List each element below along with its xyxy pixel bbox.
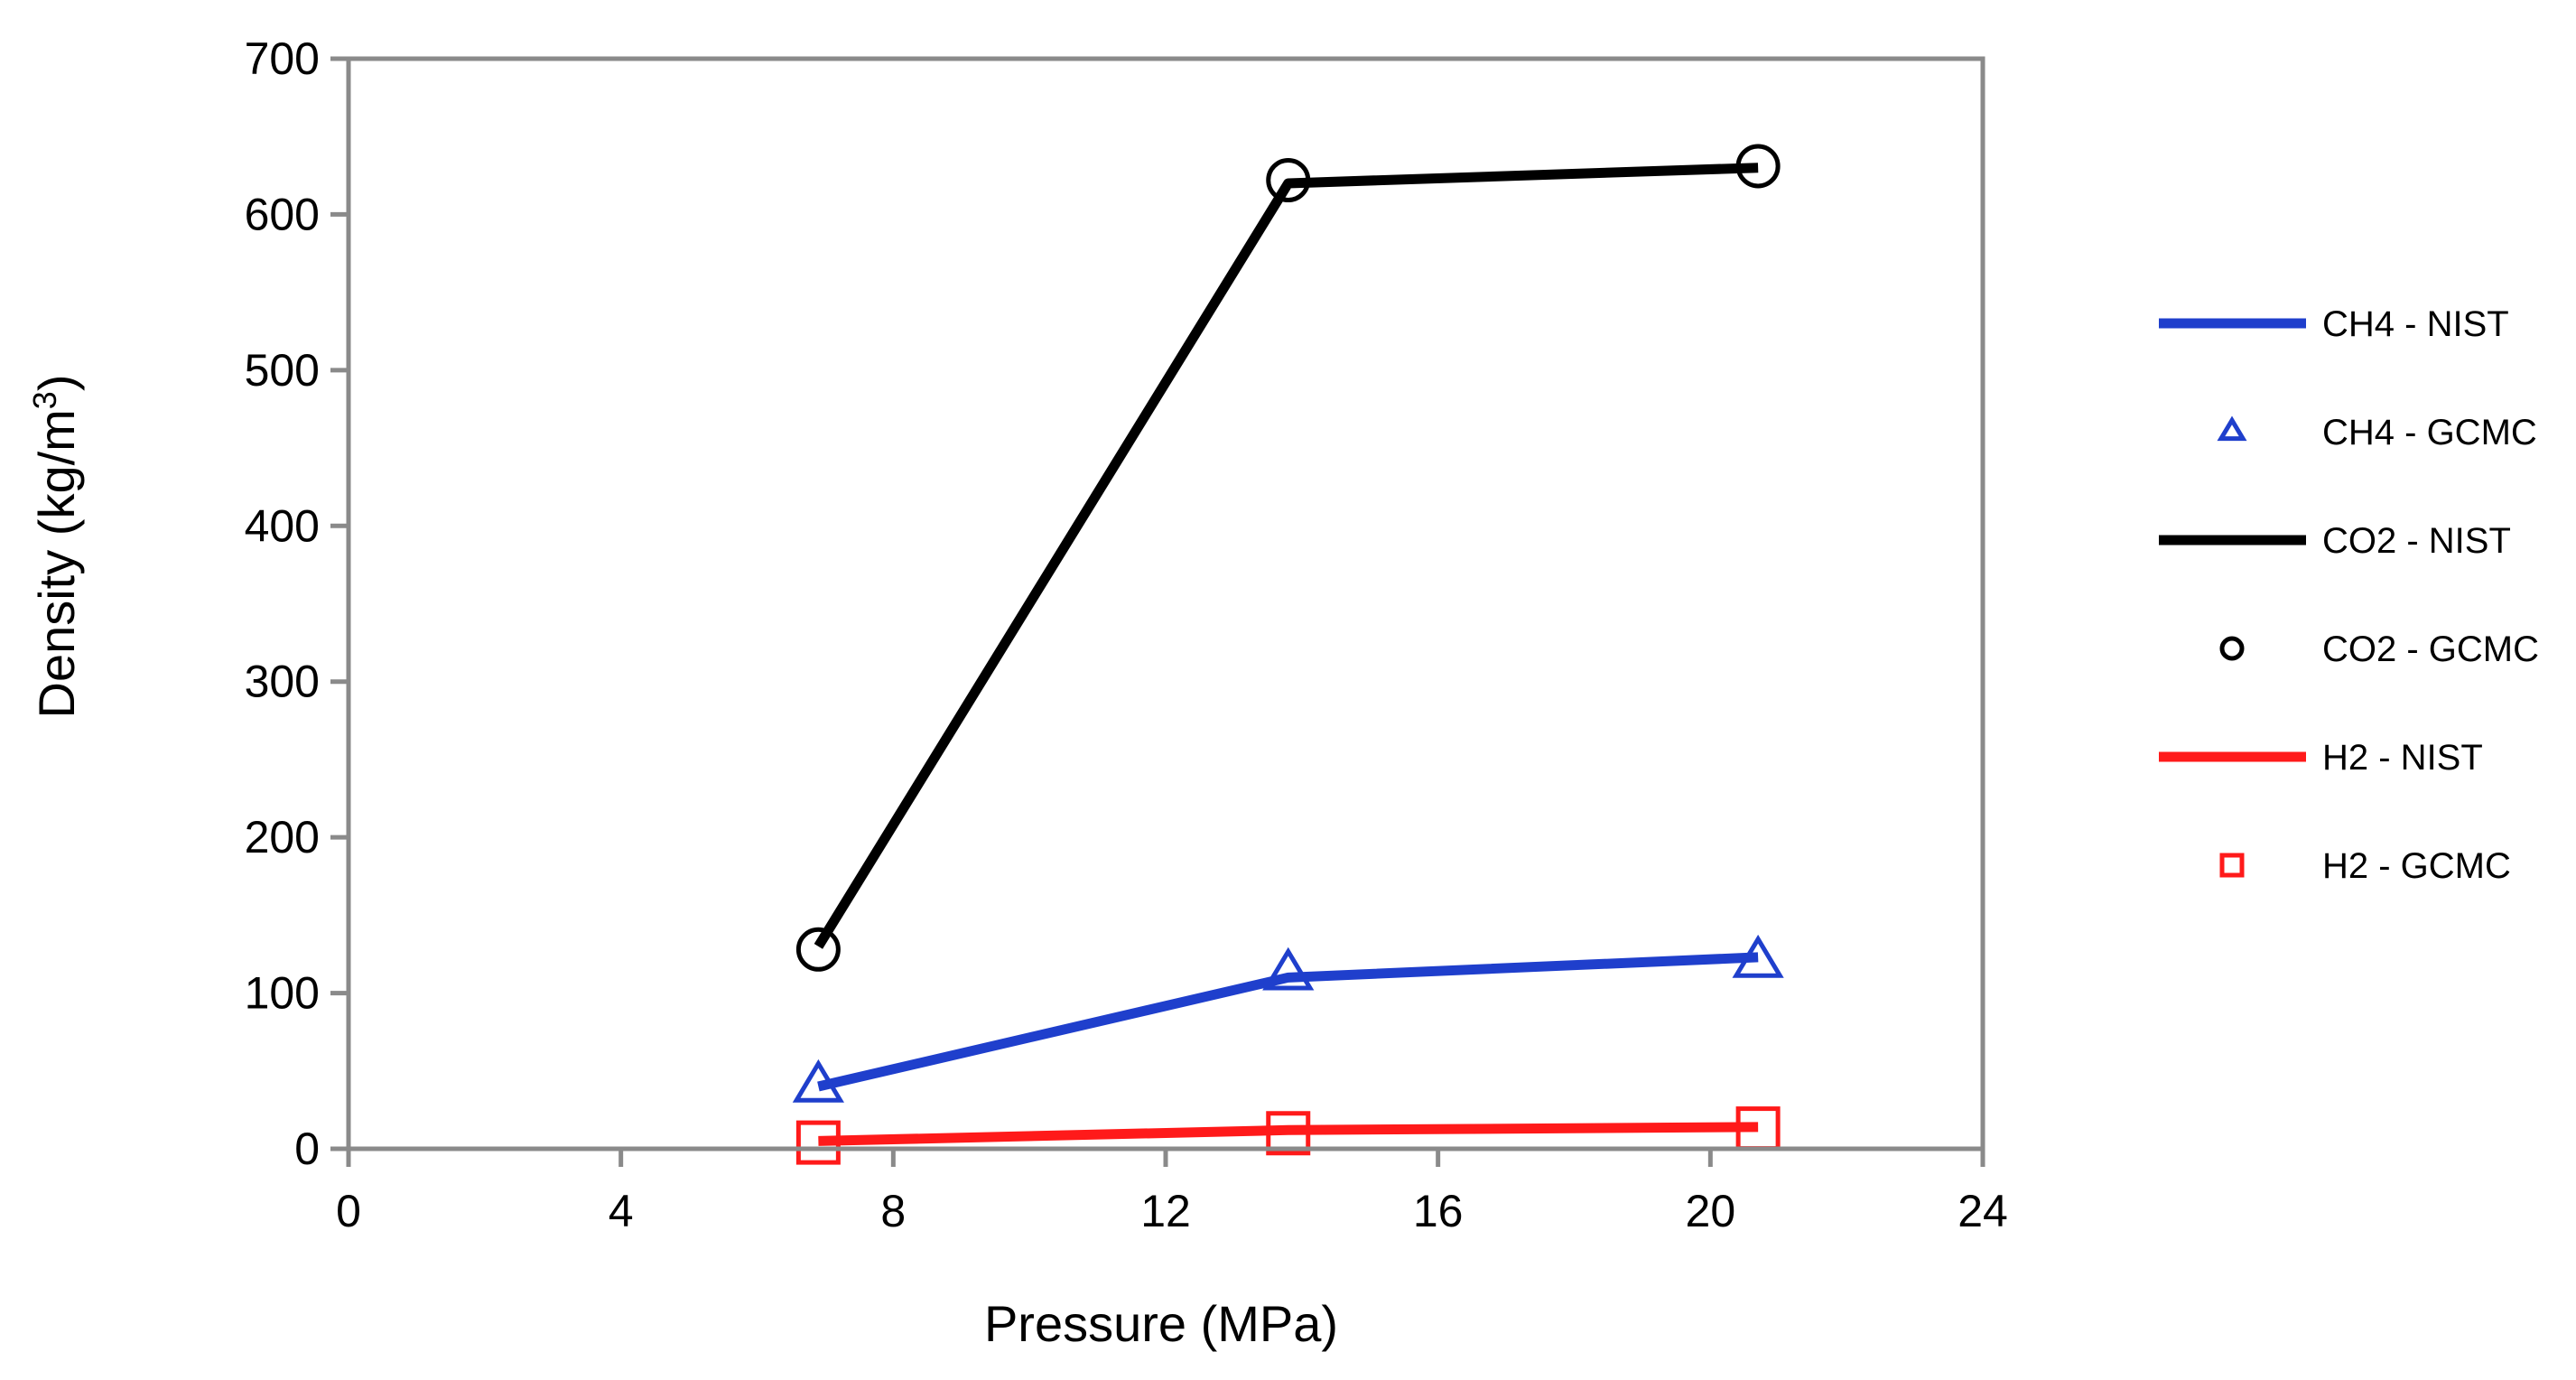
- y-tick-label: 100: [245, 968, 320, 1019]
- data-point-co2-gcmc: [795, 927, 841, 972]
- y-axis-title: Density (kg/m3): [26, 375, 86, 719]
- x-tick-label: 16: [1413, 1186, 1464, 1236]
- legend-label-ch4-nist: CH4 - NIST: [2322, 304, 2509, 344]
- y-tick-label: 600: [245, 189, 320, 239]
- y-tick-label: 300: [245, 657, 320, 707]
- y-tick-label: 500: [245, 345, 320, 396]
- x-tick-label: 24: [1958, 1186, 2008, 1236]
- x-tick-label: 8: [880, 1186, 906, 1236]
- data-point-ch4-gcmc: [1732, 934, 1784, 978]
- data-point-ch4-gcmc: [1262, 946, 1315, 991]
- legend-label-ch4-gcmc: CH4 - GCMC: [2322, 413, 2537, 452]
- legend-label-co2-nist: CO2 - NIST: [2322, 521, 2511, 561]
- x-tick-label: 0: [336, 1186, 361, 1236]
- legend-swatch-co2-gcmc: [2219, 636, 2245, 661]
- y-axis-title-suffix: ): [28, 375, 85, 392]
- data-point-co2-gcmc: [1735, 144, 1781, 189]
- data-point-h2-gcmc: [795, 1120, 841, 1165]
- data-point-co2-gcmc: [1266, 157, 1311, 202]
- y-tick-label: 0: [294, 1124, 320, 1174]
- legend-swatch-h2-gcmc: [2219, 853, 2245, 878]
- legend-label-h2-nist: H2 - NIST: [2322, 738, 2483, 778]
- x-tick-label: 20: [1686, 1186, 1736, 1236]
- data-point-ch4-gcmc: [792, 1058, 844, 1103]
- y-tick-label: 700: [245, 33, 320, 84]
- x-axis-ticks: 0 4 8 12 16 20 24: [336, 1149, 2008, 1236]
- series-line-h2-nist: [818, 1122, 1759, 1146]
- x-tick-label: 4: [609, 1186, 634, 1236]
- x-axis-title: Pressure (MPa): [984, 1295, 1338, 1352]
- series-line-ch4-nist: [817, 952, 1759, 1092]
- y-axis-title-superscript: 3: [26, 391, 63, 409]
- legend-label-h2-gcmc: H2 - GCMC: [2322, 846, 2511, 886]
- y-tick-label: 400: [245, 500, 320, 551]
- data-point-h2-gcmc: [1266, 1111, 1311, 1156]
- legend-label-co2-gcmc: CO2 - GCMC: [2322, 629, 2539, 669]
- y-axis-ticks: 0 100 200 300 400 500 600 700: [245, 33, 349, 1174]
- x-tick-label: 12: [1140, 1186, 1191, 1236]
- y-tick-label: 200: [245, 812, 320, 862]
- legend-swatch-ch4-gcmc: [2217, 415, 2247, 442]
- legend: CH4 - NIST CH4 - GCMC CO2 - NIST CO2 - GCMC…: [2159, 304, 2539, 886]
- y-axis-title-prefix: Density (kg/m: [28, 409, 85, 718]
- series-line-co2-nist: [814, 163, 1759, 949]
